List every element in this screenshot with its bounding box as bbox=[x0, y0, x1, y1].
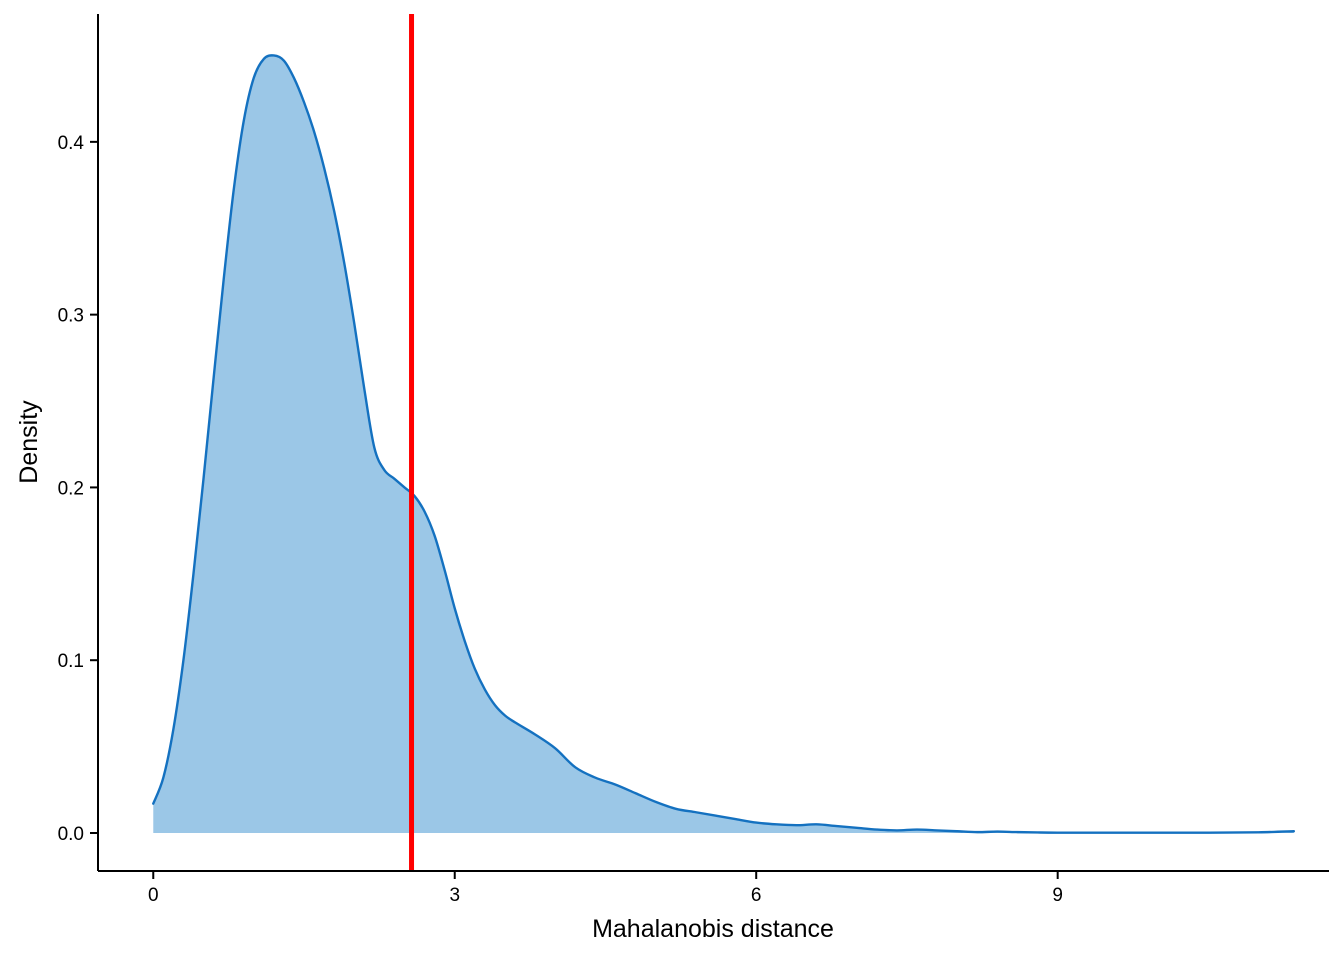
x-tick-label: 0 bbox=[148, 885, 159, 906]
x-axis-title: Mahalanobis distance bbox=[592, 915, 834, 943]
x-tick-label: 6 bbox=[751, 885, 762, 906]
density-line bbox=[152, 54, 1296, 834]
plot-area bbox=[152, 14, 1296, 871]
density-area bbox=[153, 55, 1294, 833]
axes bbox=[97, 14, 1329, 872]
x-tick-label: 3 bbox=[449, 885, 460, 906]
tick-group: 0 3 6 9 0.0 0.1 0.2 0.3 0.4 bbox=[58, 133, 1063, 906]
x-tick-label: 9 bbox=[1052, 885, 1063, 906]
y-tick-label: 0.0 bbox=[58, 824, 84, 845]
y-tick-label: 0.1 bbox=[58, 651, 84, 672]
y-tick-label: 0.4 bbox=[58, 133, 85, 154]
y-axis-title: Density bbox=[15, 400, 43, 484]
y-tick-label: 0.3 bbox=[58, 306, 84, 327]
y-tick-label: 0.2 bbox=[58, 478, 84, 499]
